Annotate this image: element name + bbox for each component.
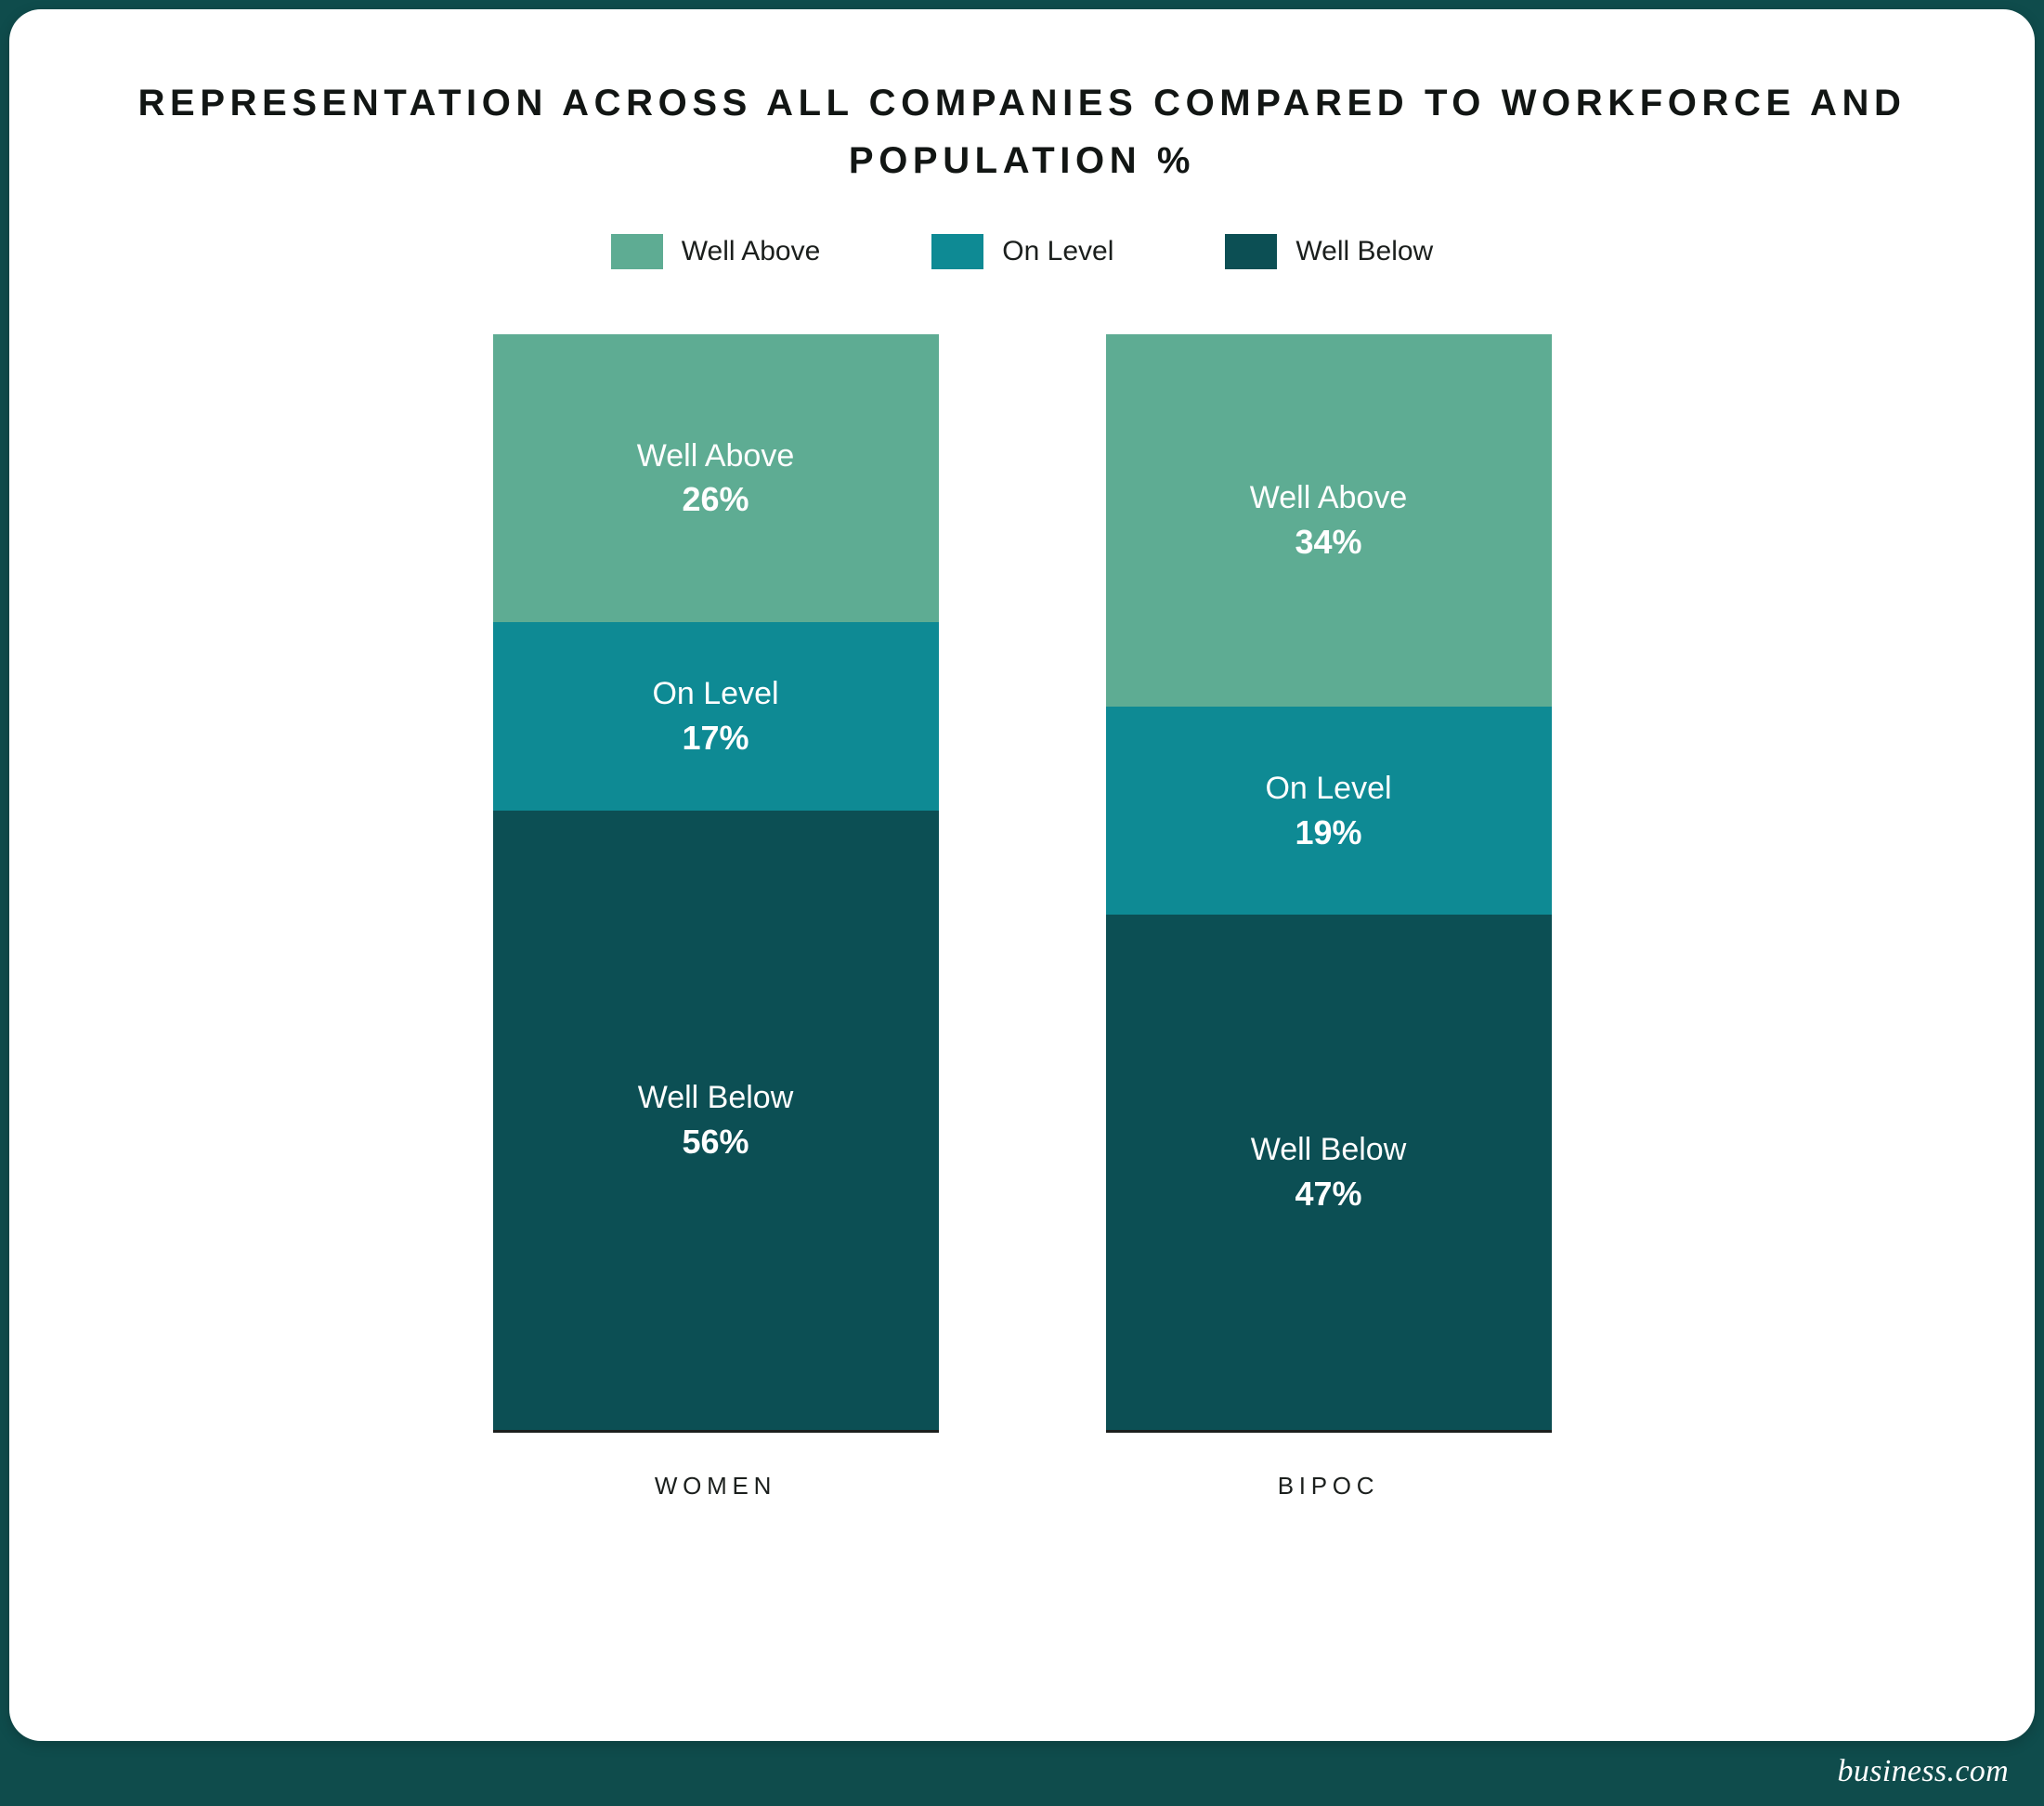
segment-label: On Level [652, 675, 778, 713]
segment-label: Well Above [1250, 479, 1407, 517]
segment-value: 26% [682, 480, 749, 519]
segment-label: Well Below [1251, 1131, 1407, 1169]
legend-item-on-level: On Level [931, 234, 1113, 269]
legend-swatch-on-level [931, 234, 983, 269]
axis-baseline [493, 1430, 939, 1433]
segment-label: Well Below [638, 1079, 794, 1117]
segment-value: 56% [682, 1123, 749, 1162]
attribution-text: business.com [9, 1741, 2035, 1806]
bar-column-women: Well Above 26% On Level 17% Well Below 5… [493, 334, 939, 1685]
segment-women-on-level: On Level 17% [493, 622, 939, 811]
chart-legend: Well Above On Level Well Below [84, 234, 1960, 269]
segment-bipoc-well-below: Well Below 47% [1106, 915, 1552, 1430]
segment-value: 47% [1295, 1175, 1361, 1214]
legend-label-on-level: On Level [1002, 236, 1113, 267]
chart-plot-area: Well Above 26% On Level 17% Well Below 5… [84, 334, 1960, 1685]
segment-women-well-below: Well Below 56% [493, 811, 939, 1430]
axis-baseline [1106, 1430, 1552, 1433]
segment-label: On Level [1265, 770, 1391, 808]
segment-value: 34% [1295, 523, 1361, 562]
segment-women-well-above: Well Above 26% [493, 334, 939, 622]
stacked-bar-bipoc: Well Above 34% On Level 19% Well Below 4… [1106, 334, 1552, 1430]
legend-swatch-well-above [611, 234, 663, 269]
bar-column-bipoc: Well Above 34% On Level 19% Well Below 4… [1106, 334, 1552, 1685]
axis-label-women: WOMEN [655, 1472, 776, 1501]
legend-label-well-above: Well Above [682, 236, 821, 267]
legend-label-well-below: Well Below [1295, 236, 1433, 267]
chart-card: REPRESENTATION ACROSS ALL COMPANIES COMP… [9, 9, 2035, 1741]
segment-bipoc-on-level: On Level 19% [1106, 707, 1552, 915]
legend-item-well-above: Well Above [611, 234, 821, 269]
chart-title: REPRESENTATION ACROSS ALL COMPANIES COMP… [131, 74, 1914, 189]
stacked-bar-women: Well Above 26% On Level 17% Well Below 5… [493, 334, 939, 1430]
segment-bipoc-well-above: Well Above 34% [1106, 334, 1552, 707]
segment-value: 19% [1295, 813, 1361, 852]
segment-label: Well Above [637, 437, 794, 475]
legend-swatch-well-below [1225, 234, 1277, 269]
axis-label-bipoc: BIPOC [1278, 1472, 1380, 1501]
legend-item-well-below: Well Below [1225, 234, 1433, 269]
segment-value: 17% [682, 719, 749, 758]
